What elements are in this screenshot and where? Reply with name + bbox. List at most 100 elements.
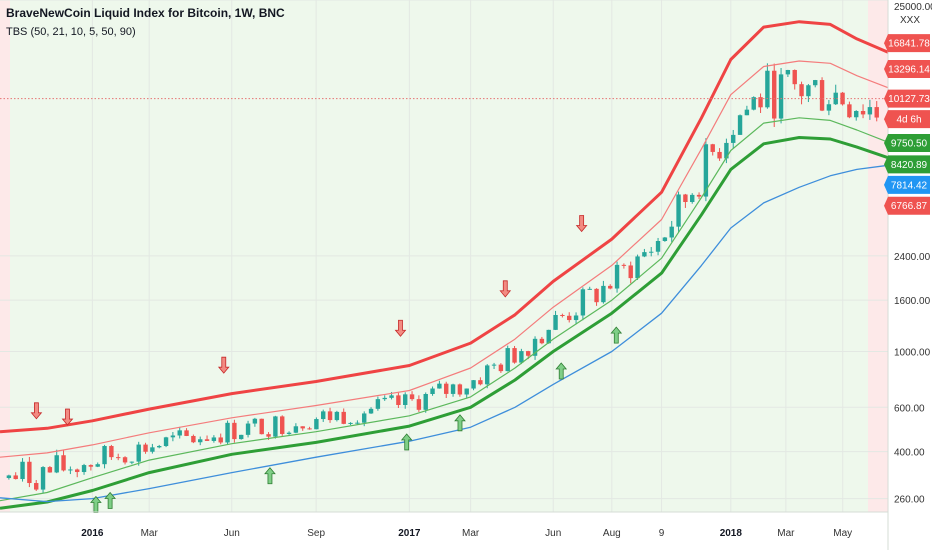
- candle-body: [129, 461, 135, 463]
- candle-body: [300, 426, 305, 429]
- series-line-2: [0, 60, 889, 458]
- signal-arrow-down: [575, 215, 588, 233]
- candle-body: [628, 265, 633, 279]
- y-axis-panel: [888, 0, 932, 550]
- signal-arrow-up: [400, 433, 413, 451]
- signal-arrow-down: [394, 319, 407, 337]
- candle-body: [587, 288, 592, 290]
- candle-body: [54, 455, 59, 473]
- candle-body: [252, 418, 258, 424]
- candle-body: [68, 469, 73, 471]
- y-axis-top-label: XXX: [900, 15, 920, 26]
- candle-body: [724, 142, 729, 159]
- candle-body: [341, 411, 346, 424]
- price-tag-label: 16841.78: [888, 39, 930, 50]
- candle-body: [389, 395, 394, 398]
- candle-body: [703, 144, 709, 197]
- candle-body: [122, 457, 128, 463]
- series-line-4: [0, 136, 889, 510]
- candle-body: [662, 237, 668, 241]
- candle-body: [362, 413, 367, 423]
- candle-body: [266, 434, 271, 437]
- signal-arrow-down: [499, 280, 512, 298]
- candle-body: [20, 461, 25, 480]
- price-tag-bg: [884, 155, 930, 174]
- candle-body: [765, 70, 770, 108]
- candle-body: [307, 428, 312, 430]
- candle-body: [813, 80, 818, 86]
- candle-body: [88, 465, 94, 467]
- candle-body: [874, 107, 879, 118]
- x-tick-label: 9: [659, 528, 665, 539]
- candle-body: [485, 365, 490, 385]
- price-tag-bg: [884, 133, 930, 152]
- candle-body: [635, 256, 640, 279]
- price-tag: 8420.89: [884, 155, 930, 174]
- candle-body: [273, 416, 278, 437]
- candle-body: [860, 110, 866, 115]
- candle-body: [368, 408, 374, 414]
- y-tick-label: 600.00: [894, 403, 925, 414]
- candle-body: [655, 240, 661, 252]
- x-tick-label: Mar: [462, 528, 480, 539]
- candle-body: [437, 383, 442, 389]
- y-tick-label: 2400.00: [894, 252, 931, 263]
- candle-body: [683, 194, 688, 203]
- candle-body: [355, 422, 360, 424]
- y-tick-label: 260.00: [894, 495, 925, 506]
- series-line-3: [0, 117, 889, 502]
- candle-body: [799, 84, 804, 97]
- price-tag-bg: [884, 89, 930, 108]
- price-tag: 10127.73: [884, 89, 930, 108]
- candle-body: [47, 467, 53, 473]
- candle-body: [239, 434, 244, 440]
- price-tag-label: 9750.50: [891, 138, 928, 149]
- signal-arrow-up: [454, 414, 466, 432]
- candle-body: [649, 251, 654, 253]
- candle-body: [40, 467, 46, 490]
- candle-body: [560, 314, 565, 316]
- chart-title: BraveNewCoin Liquid Index for Bitcoin, 1…: [6, 6, 285, 20]
- candle-body: [854, 110, 859, 118]
- candle-body: [457, 384, 463, 395]
- grid-layer: [0, 0, 888, 512]
- candle-body: [690, 194, 695, 203]
- candle-body: [403, 394, 408, 406]
- candle-body: [505, 348, 510, 372]
- candle-body: [532, 338, 538, 356]
- candle-body: [758, 97, 763, 108]
- candle-body: [512, 348, 517, 363]
- candle-body: [116, 457, 121, 459]
- x-tick-label: 2018: [720, 528, 743, 539]
- candle-body: [157, 446, 162, 448]
- candle-body: [348, 422, 353, 424]
- price-tag: 7814.42: [884, 175, 930, 194]
- y-tick-label: 1000.00: [894, 348, 931, 359]
- candle-body: [416, 399, 422, 410]
- x-tick-label: Mar: [141, 528, 159, 539]
- x-tick-label: Jun: [224, 528, 240, 539]
- candle-body: [204, 439, 210, 441]
- candle-body: [573, 315, 579, 321]
- price-tag: 16841.78: [884, 34, 930, 53]
- signal-arrow-up: [264, 467, 276, 485]
- x-tick-label: Sep: [307, 528, 325, 539]
- candle-body: [744, 109, 750, 116]
- x-tick-label: Jun: [545, 528, 561, 539]
- candle-body: [280, 416, 285, 434]
- candle-body: [464, 388, 469, 395]
- candle-body: [430, 388, 435, 395]
- candle-body: [109, 446, 114, 458]
- candle-body: [737, 115, 743, 135]
- candle-body: [218, 437, 223, 443]
- candle-body: [601, 285, 606, 303]
- series-line-1: [0, 20, 889, 434]
- candle-body: [6, 475, 12, 479]
- candle-body: [27, 461, 32, 484]
- x-tick-label: Aug: [603, 528, 621, 539]
- price-tag-bg: [884, 110, 930, 129]
- candle-body: [232, 422, 237, 440]
- price-tag: 4d 6h: [884, 110, 930, 129]
- candle-body: [396, 395, 401, 406]
